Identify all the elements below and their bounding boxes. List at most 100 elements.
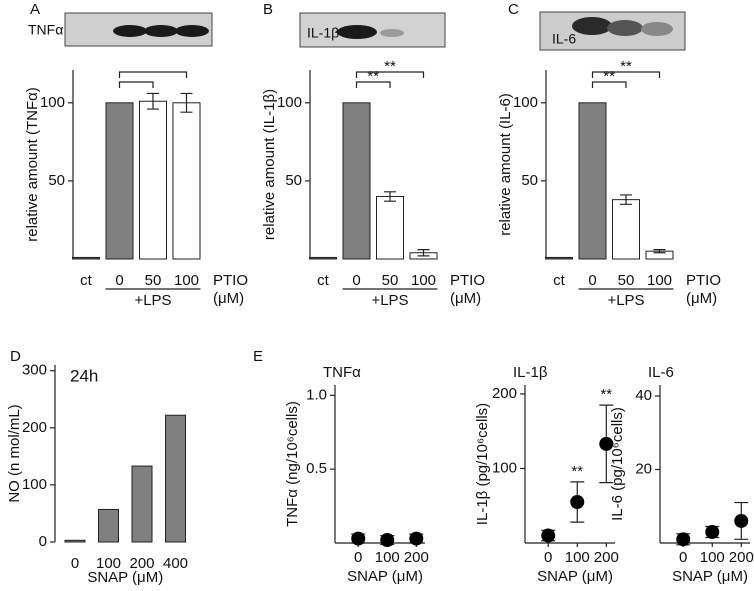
y-axis-label: NO (n mol/mL) — [6, 404, 23, 502]
x-axis-label: SNAP (μM) — [537, 568, 613, 585]
y-axis-label: TNFα (ng/10⁶cells) — [284, 401, 301, 527]
error-bar — [653, 249, 666, 254]
x-tick-label: ct — [553, 272, 566, 289]
bar — [172, 102, 201, 260]
x-axis-label: (μM) — [450, 290, 481, 307]
significance-label: ** — [603, 68, 615, 85]
annotation: 24h — [70, 366, 98, 385]
y-tick-label: 1.0 — [306, 386, 327, 403]
point — [705, 524, 720, 539]
point — [599, 436, 614, 451]
significance-bracket — [591, 81, 627, 88]
error-bar — [147, 92, 159, 110]
bar — [72, 256, 100, 260]
x-tick-label: 200 — [404, 549, 429, 566]
point — [570, 495, 585, 510]
point — [380, 533, 395, 548]
bar — [578, 102, 607, 260]
x-tick-label: 0 — [354, 549, 362, 566]
y-tick-label: 100 — [513, 94, 538, 111]
y-axis-label: IL-1β (pg/10⁶cells) — [474, 403, 491, 525]
bar — [612, 199, 640, 260]
x-axis-label: PTIO — [213, 272, 248, 289]
significance-bracket — [355, 81, 391, 88]
error-bar — [417, 249, 430, 257]
point — [409, 531, 424, 546]
point — [734, 513, 749, 528]
x-tick-label: 50 — [382, 272, 399, 289]
significance-bracket — [118, 81, 154, 88]
bar — [131, 465, 153, 543]
significance-label: ** — [620, 58, 632, 75]
bar — [165, 414, 186, 543]
blot-band — [380, 29, 404, 37]
x-axis-label: (μM) — [213, 290, 244, 307]
x-tick-label: 400 — [163, 555, 188, 572]
x-tick-label: 200 — [594, 549, 619, 566]
x-tick-label: 100 — [96, 555, 121, 572]
panel-letter: D — [10, 348, 21, 365]
y-tick-label: 20 — [635, 460, 652, 477]
y-tick-label: 40 — [635, 387, 652, 404]
bar — [376, 196, 404, 260]
blot-band — [337, 25, 377, 39]
blot-label: IL-1β — [307, 25, 339, 41]
x-tick-label: ct — [80, 272, 93, 289]
x-axis-label: PTIO — [686, 272, 721, 289]
significance-label: ** — [384, 58, 396, 75]
x-tick-label: 200 — [129, 555, 154, 572]
point — [351, 531, 366, 546]
y-tick-label: 300 — [22, 362, 47, 379]
point — [676, 532, 691, 547]
x-tick-label: 0 — [588, 272, 596, 289]
bar — [342, 102, 371, 260]
bar — [309, 256, 337, 260]
x-tick-label: ct — [317, 272, 330, 289]
panel-letter: E — [253, 348, 263, 365]
y-tick-label: 0 — [39, 533, 47, 550]
y-axis-label: relative amount (TNFα) — [24, 87, 41, 242]
error-bar — [180, 92, 193, 113]
blot-band — [641, 22, 673, 36]
panel-letter: A — [30, 1, 40, 18]
x-axis-label: SNAP (μM) — [87, 569, 163, 586]
y-axis-label: relative amount (IL-6) — [497, 93, 514, 236]
bar — [139, 100, 167, 260]
point-label: ** — [600, 386, 612, 403]
panel-letter: B — [263, 1, 273, 18]
x-tick-label: 100 — [174, 272, 199, 289]
y-tick-label: 100 — [277, 94, 302, 111]
x-axis-label: SNAP (μM) — [347, 568, 423, 585]
blot-band — [572, 17, 612, 35]
blot-band — [607, 20, 643, 36]
blot-band — [144, 25, 178, 37]
error-bar — [384, 191, 396, 202]
y-tick-label: 100 — [40, 94, 65, 111]
bar — [105, 102, 134, 260]
x-tick-label: 0 — [679, 549, 687, 566]
chart-title: TNFα — [323, 364, 361, 381]
point-label: ** — [571, 463, 583, 480]
x-tick-label: 200 — [729, 549, 754, 566]
x-tick-label: 0 — [71, 555, 79, 572]
x-axis-label: PTIO — [450, 272, 485, 289]
point — [541, 528, 556, 543]
group-label: +LPS — [134, 292, 171, 309]
x-tick-label: 100 — [700, 549, 725, 566]
x-tick-label: 100 — [411, 272, 436, 289]
panel-letter: C — [508, 1, 519, 18]
significance-bracket — [118, 71, 188, 78]
y-tick-label: 200 — [22, 419, 47, 436]
x-tick-label: 0 — [115, 272, 123, 289]
significance-bracket — [355, 71, 425, 78]
x-axis-label: (μM) — [686, 290, 717, 307]
x-tick-label: 50 — [145, 272, 162, 289]
error-bar — [620, 194, 632, 205]
y-tick-label: 50 — [48, 172, 65, 189]
blot-band — [175, 25, 209, 37]
x-axis-label: SNAP (μM) — [672, 568, 748, 585]
x-tick-label: 100 — [647, 272, 672, 289]
blot-label: TNFα — [28, 22, 63, 38]
bar — [545, 256, 573, 260]
